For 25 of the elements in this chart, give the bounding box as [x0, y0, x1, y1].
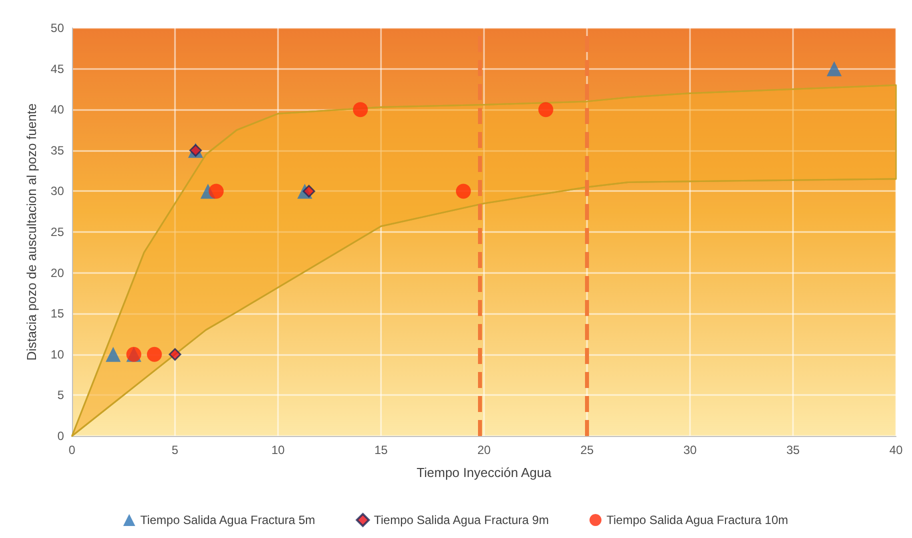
y-tick-label: 20 [50, 266, 64, 280]
y-tick-label: 5 [57, 388, 64, 402]
y-tick-label: 45 [50, 62, 64, 76]
legend-label: Tiempo Salida Agua Fractura 10m [606, 513, 788, 527]
y-tick-label: 50 [50, 21, 64, 35]
y-tick-label: 10 [50, 347, 64, 362]
y-tick-label: 40 [50, 102, 64, 117]
x-tick-label: 35 [786, 443, 800, 457]
y-axis-title: Distacia pozo de auscultacion al pozo fuente [24, 103, 39, 361]
x-tick-label: 25 [580, 443, 594, 457]
x-axis-title: Tiempo Inyección Agua [416, 465, 552, 480]
y-tick-label: 15 [50, 306, 64, 321]
x-tick-label: 0 [68, 443, 76, 457]
y-tick-label: 35 [50, 143, 64, 158]
x-tick-label: 5 [172, 443, 179, 457]
x-tick-label: 10 [271, 443, 285, 457]
legend-label: Tiempo Salida Agua Fractura 5m [140, 513, 316, 527]
legend-label: Tiempo Salida Agua Fractura 9m [374, 513, 549, 527]
y-tick-label: 0 [57, 429, 64, 443]
x-tick-label: 40 [889, 443, 903, 457]
y-tick-label: 25 [50, 225, 64, 239]
y-tick-label: 30 [50, 184, 64, 198]
x-tick-label: 30 [683, 443, 697, 457]
x-tick-label: 15 [374, 443, 388, 457]
x-tick-label: 20 [477, 443, 491, 457]
